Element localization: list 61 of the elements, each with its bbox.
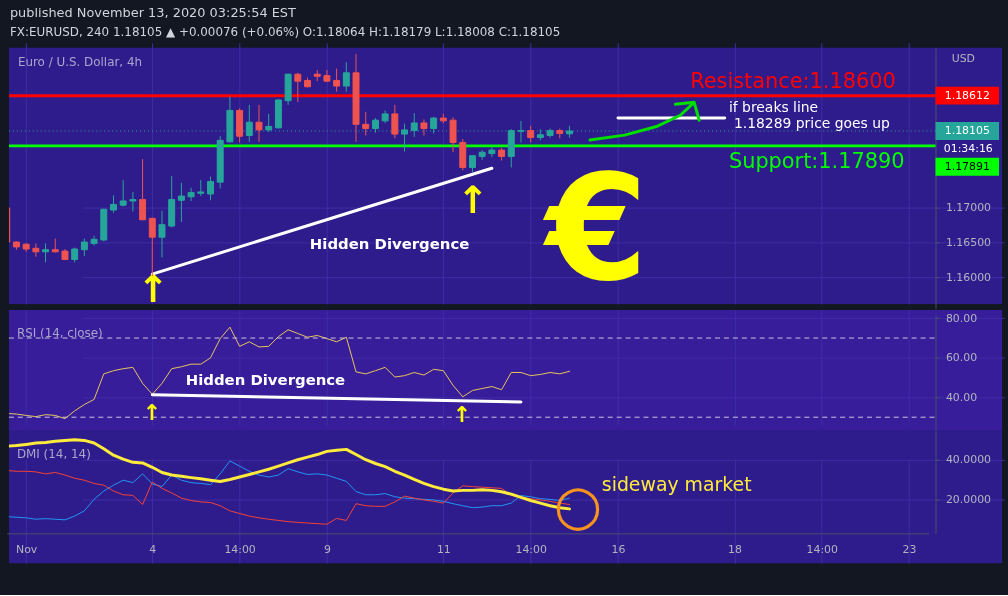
text: 01:34:16 — [943, 142, 993, 156]
annotation: Support:1.17890 — [728, 148, 905, 173]
candlestick — [488, 146, 496, 158]
y-tick-label: 40.0000 — [945, 453, 992, 467]
text: Euro / U.S. Dollar, 4h — [17, 54, 143, 69]
annotation: € — [542, 143, 648, 315]
candlestick — [32, 242, 40, 258]
x-tick-label: 16 — [611, 542, 626, 556]
x-tick-label: 9 — [323, 542, 331, 556]
candlestick — [119, 179, 127, 208]
candlestick — [42, 242, 50, 263]
annotation: ↑ — [137, 266, 169, 311]
y-tick-label: 40.00 — [945, 390, 978, 404]
candlestick — [207, 176, 214, 201]
annotation: sideway market — [601, 472, 752, 495]
annotation: ↑ — [456, 177, 489, 222]
annotation: 1.18289 price goes up — [733, 115, 891, 132]
annotation: Hidden Divergence — [309, 235, 470, 254]
candlestick — [177, 182, 185, 223]
text: DMI (14, 14) — [16, 446, 91, 461]
candlestick — [333, 68, 341, 93]
y-tick-label: 1.17000 — [945, 201, 992, 215]
x-tick-label: Nov — [16, 542, 38, 556]
candlestick — [294, 72, 302, 103]
candlestick — [449, 116, 457, 153]
text: FX:EURUSD, 240 1.18105 ▲ +0.00076 (+0.06%) O:1.18064 H:1.18179 L:1.18008 C:1.18105 — [9, 24, 561, 39]
annotation: ↑ — [142, 400, 162, 426]
x-tick-label: 14:00 — [806, 542, 838, 556]
x-tick-label: 4 — [149, 542, 157, 556]
x-tick-label: 14:00 — [224, 542, 256, 556]
ref-line-label: 1.18612 — [944, 88, 990, 102]
candlestick — [420, 118, 428, 136]
candlestick — [129, 191, 137, 212]
y-tick-label: 1.16500 — [945, 236, 992, 250]
x-tick-label: 18 — [727, 542, 742, 556]
candlestick — [139, 158, 147, 221]
annotation: Resistance:1.18600 — [690, 69, 896, 94]
annotation: ○ — [553, 472, 603, 538]
ref-line-label: 1.18105 — [944, 123, 990, 137]
candlestick — [187, 187, 195, 202]
candlestick — [362, 111, 370, 136]
ref-line-label: 1.17891 — [944, 159, 990, 173]
candlestick — [391, 104, 399, 139]
text: published November 13, 2020 03:25:54 EST — [9, 4, 297, 20]
x-tick-label: 23 — [902, 542, 917, 556]
y-tick-label: 1.16000 — [945, 271, 992, 285]
y-tick-label: 20.0000 — [945, 492, 992, 506]
annotation: if breaks line — [728, 99, 819, 116]
candlestick — [158, 210, 166, 258]
candlestick — [342, 61, 350, 93]
text: USD — [951, 51, 975, 65]
x-tick-label: 11 — [436, 542, 451, 556]
annotation: Hidden Divergence — [185, 371, 346, 390]
line-series — [8, 326, 570, 420]
annotation: ↑ — [452, 402, 471, 428]
candlestick — [90, 235, 98, 247]
text: RSI (14, close) — [16, 325, 103, 340]
y-tick-label: 80.00 — [945, 311, 978, 325]
y-tick-label: 60.00 — [945, 351, 978, 365]
candlestick — [255, 104, 263, 143]
x-tick-label: 14:00 — [515, 542, 547, 556]
